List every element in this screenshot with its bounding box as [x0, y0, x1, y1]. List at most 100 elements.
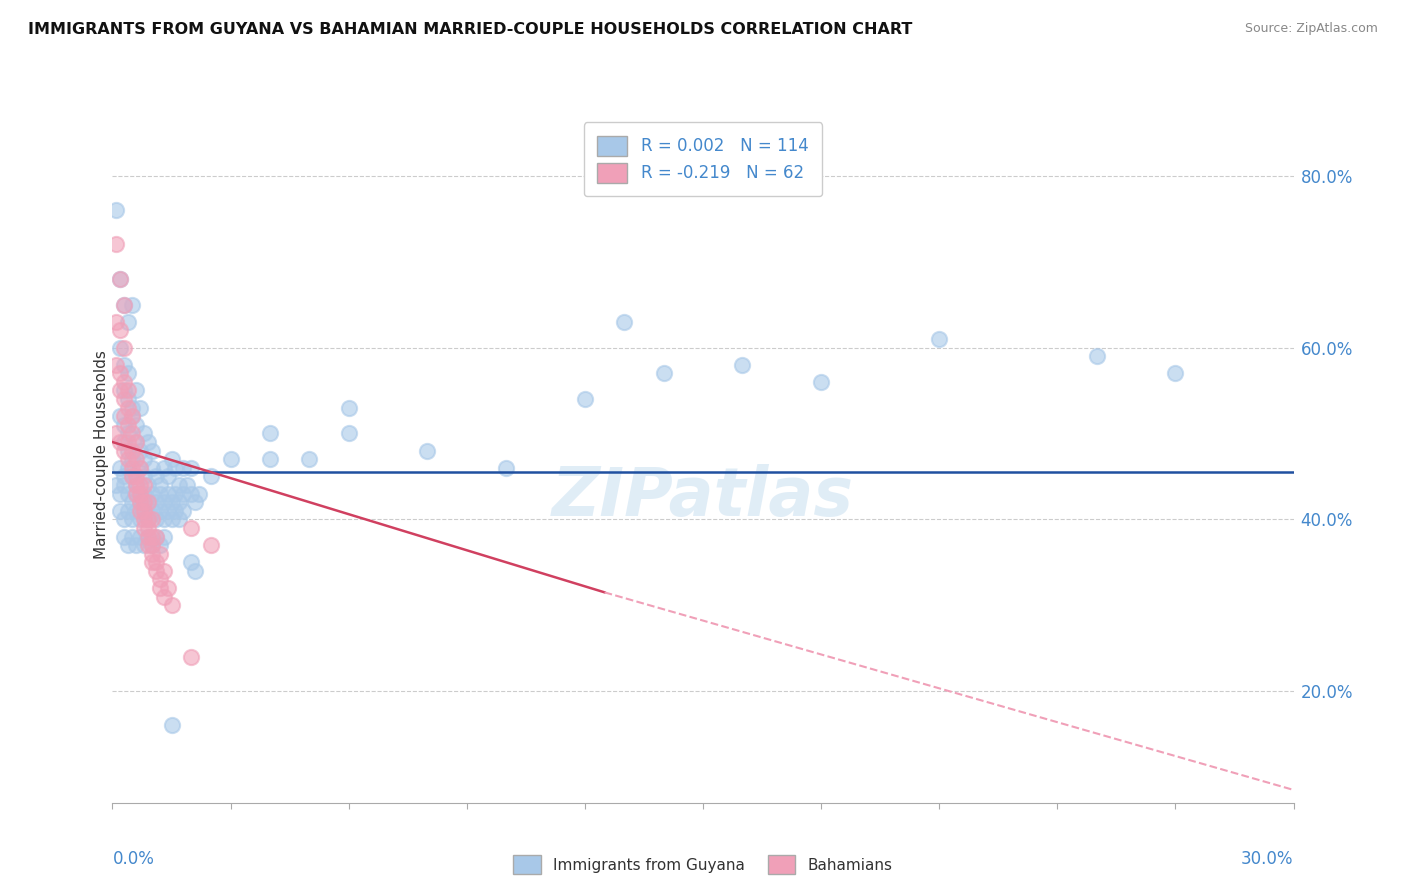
Point [165, 486, 187, 500]
Point [160, 495, 183, 509]
Point [156, 504, 179, 518]
Legend: Immigrants from Guyana, Bahamians: Immigrants from Guyana, Bahamians [508, 849, 898, 880]
Legend: R = 0.002   N = 114, R = -0.219   N = 62: R = 0.002 N = 114, R = -0.219 N = 62 [583, 122, 823, 196]
Point [129, 495, 152, 509]
Text: 0.0%: 0.0% [112, 850, 155, 868]
Point [121, 469, 143, 483]
Point [132, 512, 155, 526]
Point [200, 469, 222, 483]
Point [117, 538, 139, 552]
Point [125, 384, 148, 398]
Point [117, 435, 139, 450]
Point [928, 332, 950, 346]
Point [132, 521, 155, 535]
Point [149, 538, 172, 552]
Point [149, 478, 172, 492]
Point [136, 478, 159, 492]
Point [337, 401, 360, 415]
Point [160, 718, 183, 732]
Point [125, 478, 148, 492]
Point [172, 504, 194, 518]
Point [145, 529, 167, 543]
Point [165, 460, 187, 475]
Point [145, 529, 167, 543]
Point [112, 409, 135, 424]
Y-axis label: Married-couple Households: Married-couple Households [94, 351, 108, 559]
Point [810, 375, 832, 389]
Point [141, 443, 163, 458]
Point [125, 486, 148, 500]
Point [105, 426, 128, 441]
Point [132, 504, 155, 518]
Point [132, 469, 155, 483]
Point [129, 512, 152, 526]
Point [136, 512, 159, 526]
Point [132, 486, 155, 500]
Point [132, 504, 155, 518]
Point [180, 486, 202, 500]
Point [110, 409, 132, 424]
Point [145, 469, 167, 483]
Point [145, 555, 167, 569]
Point [125, 486, 148, 500]
Point [180, 460, 202, 475]
Point [132, 426, 155, 441]
Point [1085, 349, 1108, 363]
Point [112, 435, 135, 450]
Point [652, 367, 675, 381]
Point [136, 538, 159, 552]
Point [110, 367, 132, 381]
Point [152, 564, 174, 578]
Point [125, 504, 148, 518]
Point [172, 460, 194, 475]
Point [112, 384, 135, 398]
Point [110, 272, 132, 286]
Point [136, 512, 159, 526]
Point [180, 555, 202, 569]
Point [117, 486, 139, 500]
Point [121, 443, 143, 458]
Point [495, 460, 517, 475]
Point [141, 555, 163, 569]
Point [169, 478, 191, 492]
Point [169, 512, 191, 526]
Point [112, 529, 135, 543]
Point [110, 272, 132, 286]
Point [105, 478, 128, 492]
Point [145, 564, 167, 578]
Text: IMMIGRANTS FROM GUYANA VS BAHAMIAN MARRIED-COUPLE HOUSEHOLDS CORRELATION CHART: IMMIGRANTS FROM GUYANA VS BAHAMIAN MARRI… [28, 22, 912, 37]
Point [112, 341, 135, 355]
Point [110, 323, 132, 337]
Point [110, 486, 132, 500]
Point [121, 409, 143, 424]
Point [149, 486, 172, 500]
Point [112, 469, 135, 483]
Point [125, 538, 148, 552]
Point [165, 504, 187, 518]
Point [136, 521, 159, 535]
Point [117, 426, 139, 441]
Point [117, 367, 139, 381]
Point [180, 649, 202, 664]
Point [129, 460, 152, 475]
Point [112, 297, 135, 311]
Point [132, 452, 155, 467]
Point [121, 452, 143, 467]
Point [121, 512, 143, 526]
Point [141, 529, 163, 543]
Point [152, 590, 174, 604]
Point [141, 504, 163, 518]
Point [112, 392, 135, 406]
Point [117, 384, 139, 398]
Point [112, 443, 135, 458]
Point [125, 469, 148, 483]
Point [160, 512, 183, 526]
Point [125, 435, 148, 450]
Point [129, 504, 152, 518]
Point [416, 443, 439, 458]
Point [112, 512, 135, 526]
Point [105, 203, 128, 218]
Point [117, 452, 139, 467]
Point [731, 358, 754, 372]
Point [156, 469, 179, 483]
